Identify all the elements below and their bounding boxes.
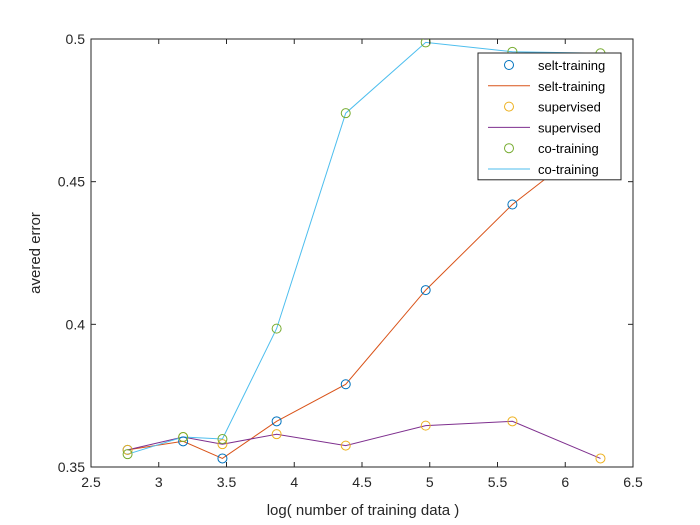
- x-axis-label: log( number of training data ): [267, 502, 460, 519]
- x-tick-label: 3.5: [217, 474, 237, 490]
- x-tick-label: 2.5: [81, 474, 101, 490]
- y-tick-label: 0.35: [58, 459, 85, 475]
- series-marker-selt-training: [178, 436, 189, 447]
- legend-label-co-training: co-training: [538, 141, 599, 156]
- x-tick-label: 3: [155, 474, 163, 490]
- series-marker-supervised: [340, 440, 351, 451]
- legend-label-selt-training: selt-training: [538, 58, 605, 73]
- legend-label-supervised: supervised: [538, 120, 601, 135]
- legend-label-selt-training: selt-training: [538, 79, 605, 94]
- x-tick-label: 6.5: [623, 474, 643, 490]
- series-marker-selt-training: [420, 285, 431, 296]
- series-line-selt-training: [127, 135, 601, 459]
- series-marker-co-training: [217, 434, 228, 445]
- legend-marker-co-training: [504, 143, 514, 154]
- x-tick-label: 5.5: [488, 474, 508, 490]
- legend-box: [477, 52, 622, 181]
- y-tick-label: 0.5: [66, 31, 86, 47]
- x-tick-label: 4.5: [352, 474, 372, 490]
- series-marker-selt-training: [271, 416, 282, 427]
- x-axis-ticks: 2.5 3 3.5 4 4.5 5 5.5 6 6.5: [81, 39, 643, 490]
- series-marker-supervised: [595, 453, 606, 464]
- series-marker-selt-training: [217, 453, 228, 464]
- legend-marker-selt-training: [504, 60, 514, 70]
- series-marker-supervised: [507, 416, 518, 427]
- series-marker-supervised: [420, 420, 431, 431]
- legend: selt-training selt-training supervised supe…: [477, 52, 622, 181]
- series-marker-selt-training: [507, 199, 518, 210]
- series-marker-co-training: [271, 323, 282, 334]
- x-tick-label: 4: [290, 474, 298, 490]
- series-marker-co-training: [340, 108, 351, 119]
- x-tick-label: 6: [561, 474, 569, 490]
- series-marker-co-training: [122, 449, 133, 460]
- series-line-supervised: [127, 420, 601, 459]
- series-marker-supervised: [217, 439, 228, 450]
- x-tick-label: 5: [426, 474, 434, 490]
- legend-label-supervised: supervised: [538, 100, 601, 115]
- series-line-co-training: [127, 41, 601, 455]
- series-marker-supervised: [271, 429, 282, 440]
- series-marker-selt-training: [340, 379, 351, 390]
- series-marker-supervised: [122, 444, 133, 455]
- y-tick-label: 0.45: [58, 174, 85, 190]
- series-marker-co-training: [178, 432, 189, 443]
- y-tick-label: 0.4: [66, 316, 86, 332]
- legend-label-co-training: co-training: [538, 162, 599, 177]
- legend-marker-supervised: [504, 101, 514, 112]
- y-axis-label: avered error: [27, 212, 44, 294]
- y-axis-ticks: 0.35 0.4 0.45 0.5: [58, 31, 633, 475]
